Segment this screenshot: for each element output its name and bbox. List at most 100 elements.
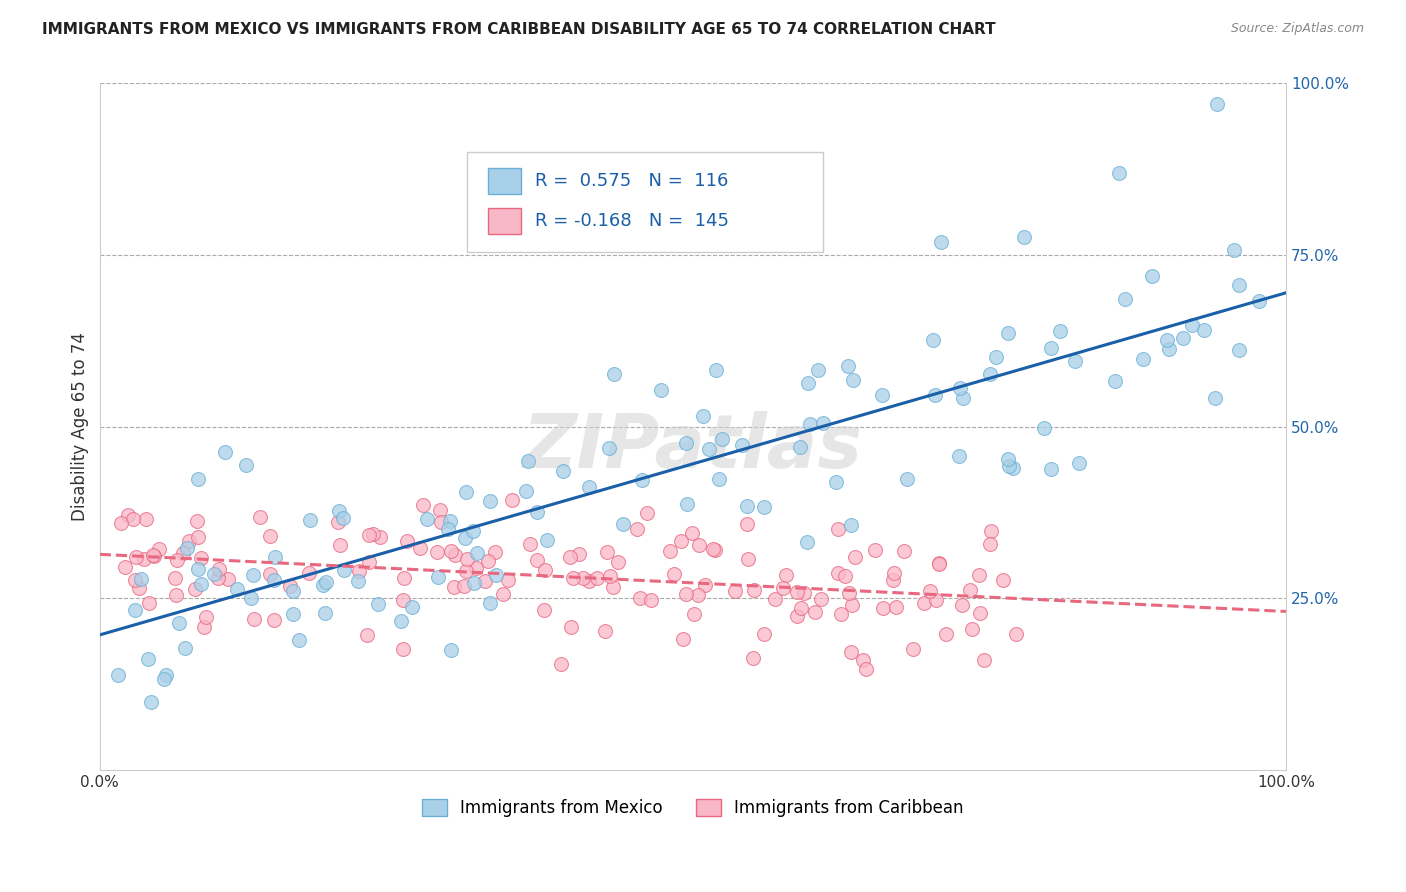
Point xyxy=(799,417,821,431)
Point xyxy=(187,530,209,544)
Point xyxy=(710,432,733,446)
Point xyxy=(998,459,1021,474)
Point xyxy=(184,582,207,596)
Point xyxy=(1114,292,1136,306)
Point xyxy=(596,544,619,558)
Point xyxy=(395,533,418,548)
Point xyxy=(190,577,212,591)
Point xyxy=(1040,341,1063,355)
Point xyxy=(675,436,697,450)
Point xyxy=(602,580,624,594)
Point xyxy=(190,551,212,566)
Point xyxy=(997,452,1019,467)
Point xyxy=(129,573,152,587)
Point xyxy=(136,652,159,666)
Point xyxy=(1173,331,1195,345)
Point xyxy=(872,601,894,615)
Point xyxy=(242,567,264,582)
Point xyxy=(699,442,721,456)
Point xyxy=(896,472,918,486)
Point xyxy=(997,326,1019,341)
Point xyxy=(465,546,488,560)
Point xyxy=(454,531,477,545)
Point xyxy=(186,514,208,528)
Point xyxy=(918,584,941,599)
Point xyxy=(838,585,860,599)
Point xyxy=(952,391,974,405)
Point xyxy=(243,612,266,626)
Point xyxy=(688,538,710,552)
Point xyxy=(496,573,519,587)
Point xyxy=(347,574,370,588)
Point xyxy=(852,653,875,667)
Point xyxy=(314,606,336,620)
Point xyxy=(1204,391,1226,405)
Point xyxy=(731,437,754,451)
Point xyxy=(456,564,478,578)
Point xyxy=(208,562,231,576)
Point xyxy=(681,525,703,540)
Point xyxy=(1005,626,1028,640)
Point xyxy=(456,552,478,566)
Point xyxy=(1205,97,1227,112)
Y-axis label: Disability Age 65 to 74: Disability Age 65 to 74 xyxy=(72,333,89,521)
Point xyxy=(214,445,236,459)
Legend: Immigrants from Mexico, Immigrants from Caribbean: Immigrants from Mexico, Immigrants from … xyxy=(415,792,970,823)
Point xyxy=(929,235,952,249)
Point xyxy=(249,509,271,524)
Point xyxy=(950,598,973,612)
Point xyxy=(167,616,190,631)
Point xyxy=(1181,318,1204,332)
Point xyxy=(772,581,794,595)
Point xyxy=(675,587,697,601)
Point xyxy=(960,623,983,637)
Point xyxy=(329,539,352,553)
Point xyxy=(367,598,389,612)
Point xyxy=(328,504,350,518)
Point xyxy=(368,530,391,544)
Point xyxy=(485,568,508,582)
Point xyxy=(741,651,763,665)
Text: R =  0.575   N =  116: R = 0.575 N = 116 xyxy=(536,172,728,190)
Point xyxy=(737,552,759,566)
Point xyxy=(439,514,461,528)
Point xyxy=(125,549,148,564)
Point xyxy=(1140,269,1163,284)
Point xyxy=(834,569,856,583)
Point xyxy=(796,535,818,549)
Point xyxy=(572,571,595,585)
Point xyxy=(163,571,186,585)
Point xyxy=(709,472,731,486)
Point xyxy=(640,592,662,607)
Point xyxy=(1192,323,1215,337)
Point xyxy=(114,560,136,574)
Point xyxy=(478,597,501,611)
Point xyxy=(959,583,981,598)
Point xyxy=(935,627,957,641)
Point xyxy=(724,583,747,598)
Point xyxy=(239,591,262,605)
Point xyxy=(429,515,451,529)
Point xyxy=(517,454,540,468)
Point xyxy=(142,549,165,563)
Point xyxy=(811,416,834,430)
Point xyxy=(882,573,904,587)
Point xyxy=(1156,333,1178,347)
FancyBboxPatch shape xyxy=(467,153,824,252)
Point xyxy=(138,596,160,610)
Point xyxy=(454,484,477,499)
Point xyxy=(1247,294,1270,309)
Point xyxy=(392,592,415,607)
Point xyxy=(226,582,249,597)
Point xyxy=(401,599,423,614)
Point xyxy=(121,512,143,526)
Point xyxy=(980,524,1002,538)
Point xyxy=(578,574,600,589)
Point xyxy=(426,544,449,558)
Point xyxy=(1001,460,1024,475)
Point xyxy=(560,620,582,634)
Point xyxy=(669,533,692,548)
Point xyxy=(914,596,936,610)
Point xyxy=(347,564,370,578)
Point xyxy=(298,566,321,580)
